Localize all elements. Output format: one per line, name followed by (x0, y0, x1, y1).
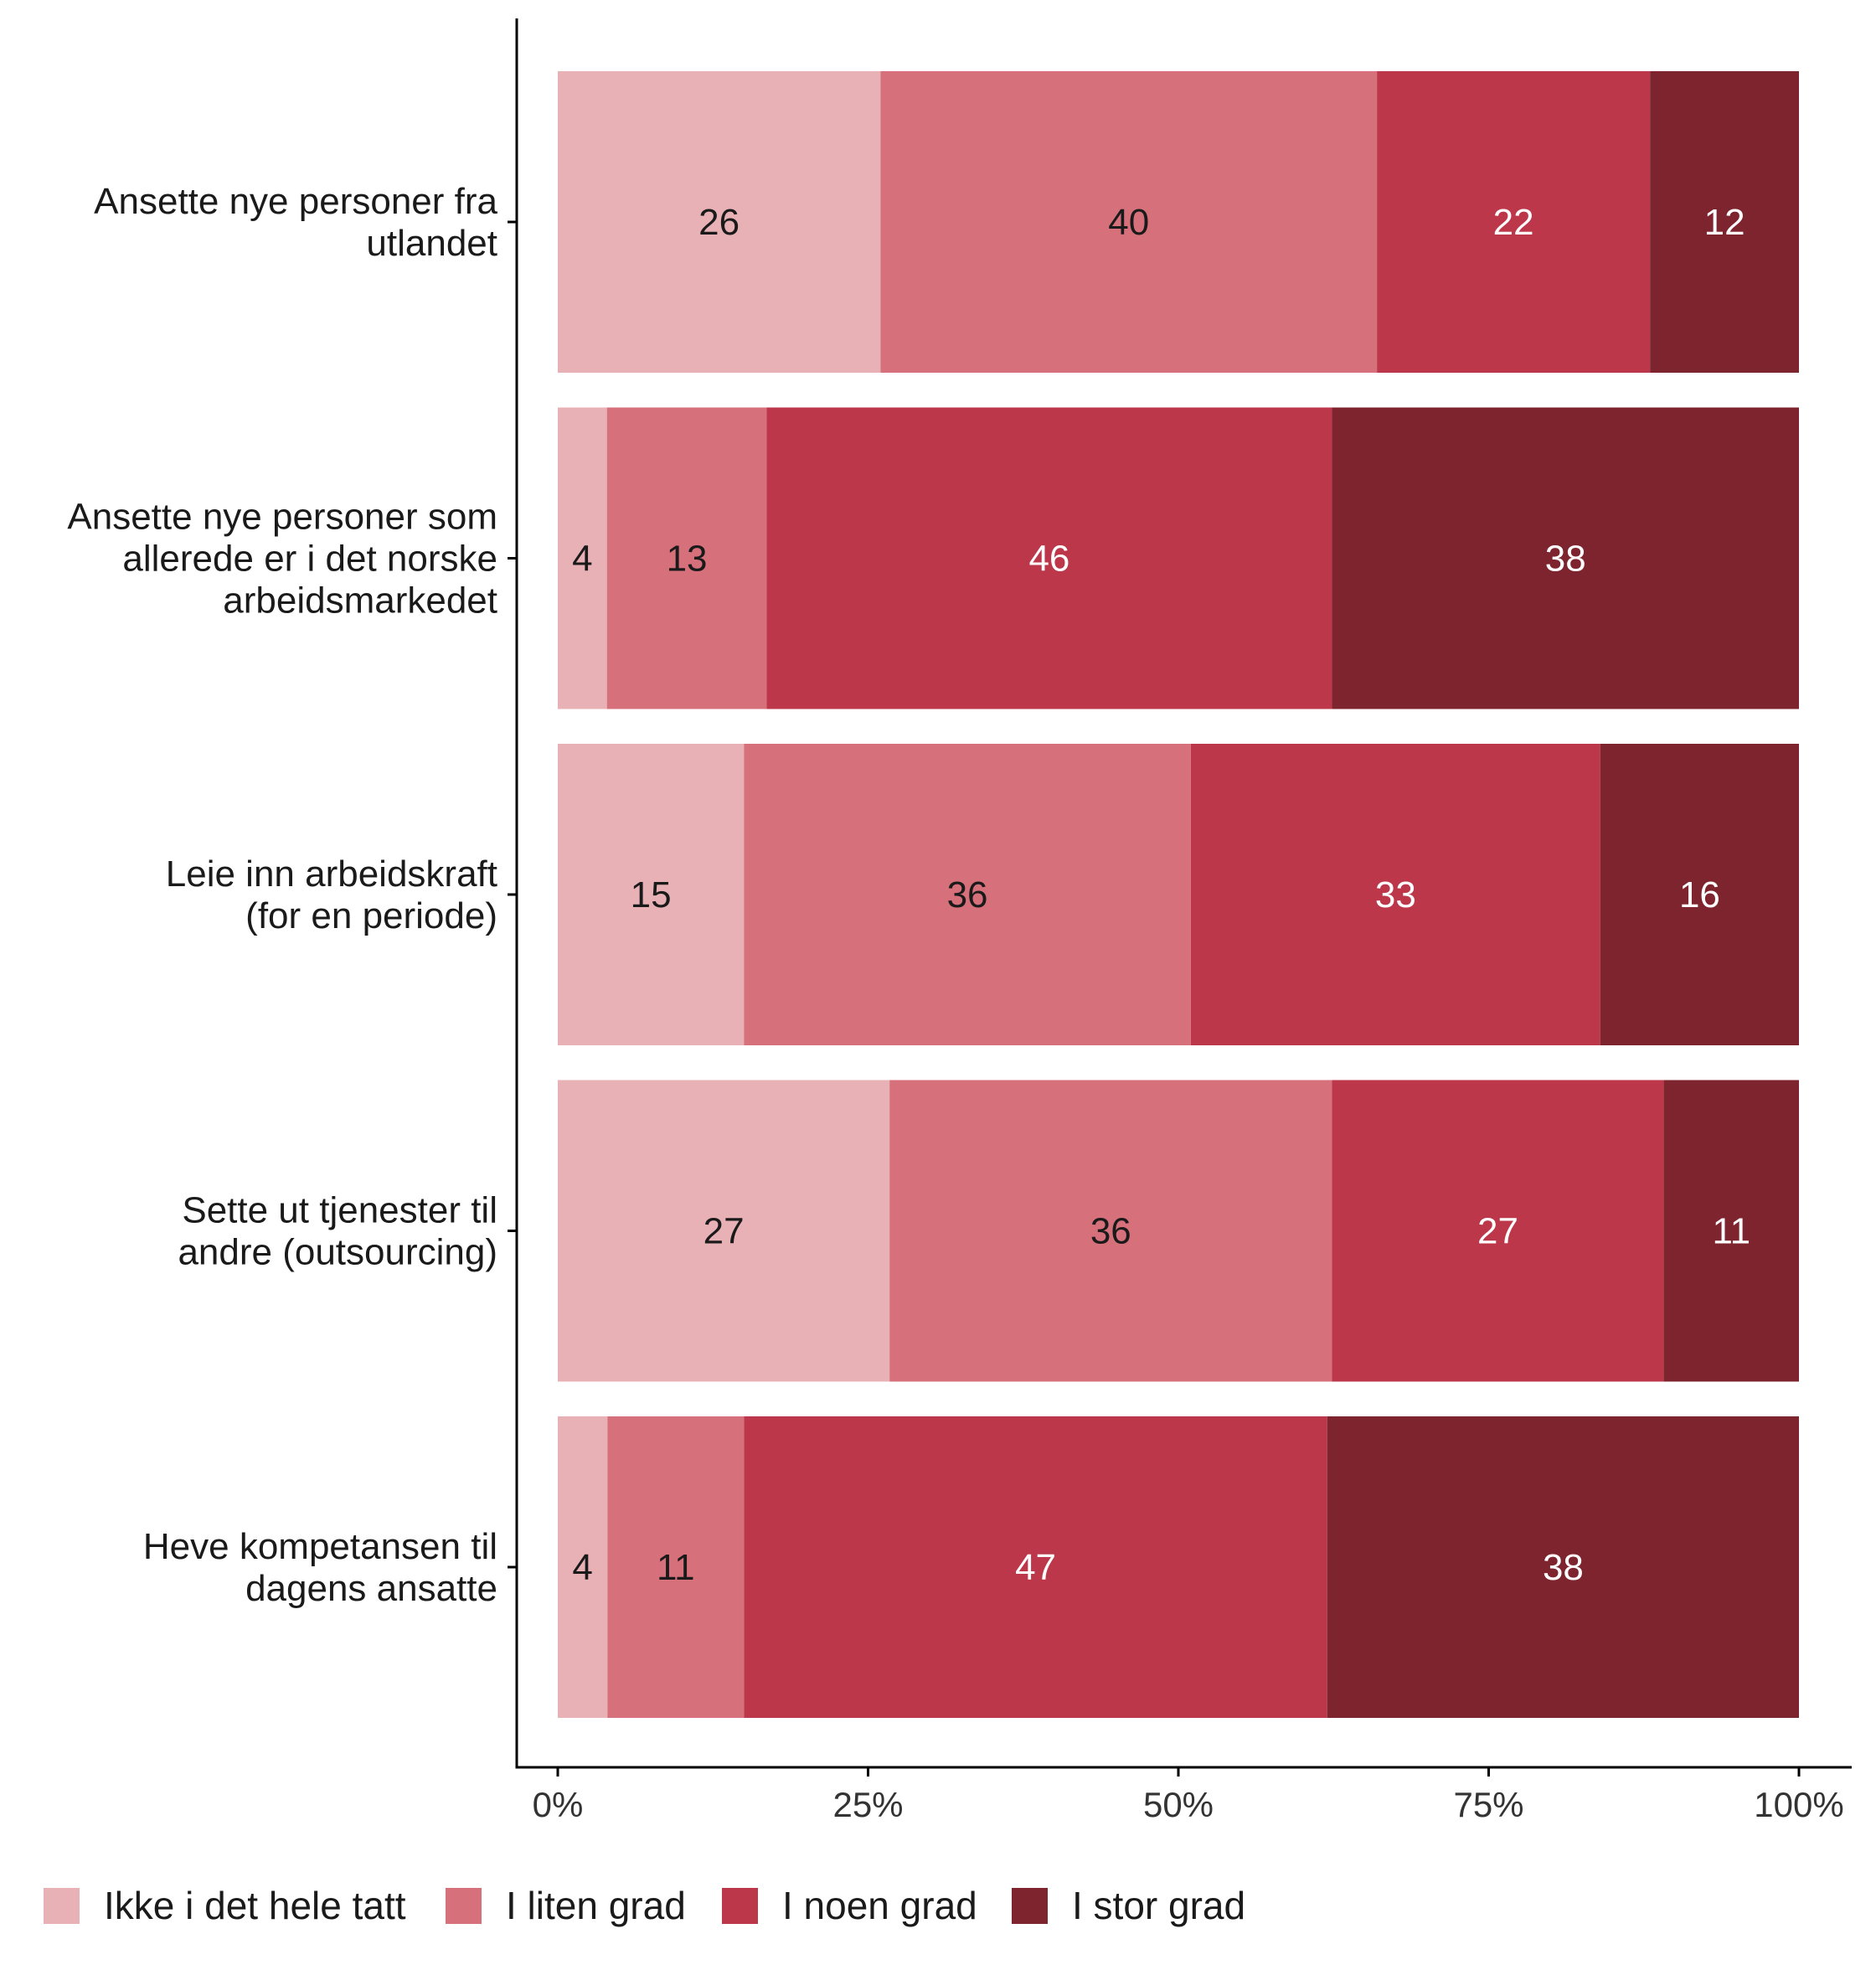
legend-label: I noen grad (782, 1884, 977, 1927)
category-label-line: allerede er i det norske (122, 539, 497, 580)
category-label-line: Sette ut tjenester til (182, 1190, 497, 1231)
bar-group-5: 4 11 47 38 (558, 1416, 1799, 1718)
legend: Ikke i det hele tatt I liten grad I noen g… (44, 1884, 1245, 1927)
bar-value-label: 11 (657, 1547, 695, 1588)
bar-segment-i-noen-grad (744, 1416, 1327, 1718)
x-tick-label: 100% (1754, 1785, 1843, 1824)
legend-label: I stor grad (1072, 1884, 1245, 1927)
bar-segment-ikke-i-det-hele-tatt (558, 1416, 608, 1718)
legend-label: Ikke i det hele tatt (104, 1884, 406, 1927)
legend-swatch (44, 1888, 80, 1924)
bar-segment-i-stor-grad (1663, 1080, 1799, 1382)
category-label: Sette ut tjenester til andre (outsourcing… (178, 1190, 497, 1273)
bar-segment-i-liten-grad (607, 1416, 745, 1718)
category-label: Ansette nye personer som allerede er i de… (67, 497, 497, 621)
bar-segment-i-noen-grad (1190, 744, 1600, 1045)
bar-value-label: 12 (1704, 202, 1745, 243)
category-label-line: (for en periode) (245, 895, 497, 936)
bar-value-label: 47 (1015, 1547, 1056, 1588)
bar-value-label: 38 (1545, 539, 1586, 580)
bar-value-label: 15 (631, 874, 672, 915)
bar-group-4: 27 36 27 11 (558, 1080, 1799, 1382)
bar-value-label: 27 (704, 1211, 745, 1252)
bar-segment-i-stor-grad (1332, 407, 1799, 709)
bar-value-label: 38 (1543, 1547, 1584, 1588)
bar-segment-i-liten-grad (889, 1080, 1332, 1382)
x-tick-label: 0% (533, 1785, 584, 1824)
bar-segment-i-liten-grad (744, 744, 1191, 1045)
category-label-line: arbeidsmarkedet (223, 580, 497, 621)
bar-segment-i-stor-grad (1600, 744, 1799, 1045)
bar-value-label: 4 (572, 1547, 592, 1588)
bar-segment-i-noen-grad (1332, 1080, 1664, 1382)
legend-swatch (446, 1888, 482, 1924)
bar-value-label: 36 (1090, 1211, 1131, 1252)
bar-group-3: 15 36 33 16 (558, 744, 1799, 1045)
category-label: Leie inn arbeidskraft (for en periode) (166, 853, 497, 936)
bar-value-label: 40 (1108, 202, 1149, 243)
bar-value-label: 46 (1028, 539, 1069, 580)
bar-group-2: 4 13 46 38 (558, 407, 1799, 709)
bars-layer: 26 40 22 12 4 13 46 38 15 36 33 16 27 36 27 11 4 11 47 38 (558, 71, 1799, 1718)
bar-segment-i-noen-grad (1377, 71, 1651, 373)
bar-segment-i-liten-grad (880, 71, 1378, 373)
bar-segment-i-stor-grad (1327, 1416, 1799, 1718)
bar-segment-i-liten-grad (606, 407, 767, 709)
category-label-line: Heve kompetansen til (143, 1526, 497, 1567)
legend-item-ikke-i-det-hele-tatt: Ikke i det hele tatt (44, 1884, 406, 1927)
bar-value-label: 22 (1493, 202, 1534, 243)
legend-item-i-noen-grad: I noen grad (722, 1884, 977, 1927)
bar-value-label: 4 (572, 539, 592, 580)
bar-group-1: 26 40 22 12 (558, 71, 1799, 373)
bar-value-label: 16 (1679, 874, 1720, 915)
legend-swatch (1012, 1888, 1048, 1924)
bar-segment-ikke-i-det-hele-tatt (558, 1080, 890, 1382)
x-tick-label: 25% (832, 1785, 903, 1824)
bar-segment-ikke-i-det-hele-tatt (558, 71, 881, 373)
legend-label: I liten grad (506, 1884, 686, 1927)
category-label: Heve kompetansen til dagens ansatte (143, 1526, 497, 1609)
bar-value-label: 26 (698, 202, 740, 243)
legend-item-i-stor-grad: I stor grad (1012, 1884, 1245, 1927)
bar-segment-i-noen-grad (766, 407, 1332, 709)
bar-value-label: 33 (1375, 874, 1416, 915)
x-tick-label: 50% (1143, 1785, 1214, 1824)
category-label-line: andre (outsourcing) (178, 1232, 497, 1273)
axes: Ansette nye personer fra utlandetAnsette … (67, 18, 1852, 1824)
category-label-line: utlandet (366, 223, 497, 264)
bar-value-label: 11 (1712, 1211, 1750, 1252)
bar-segment-i-stor-grad (1650, 71, 1799, 373)
legend-item-i-liten-grad: I liten grad (446, 1884, 686, 1927)
x-tick-label: 75% (1453, 1785, 1523, 1824)
bar-segment-ikke-i-det-hele-tatt (558, 744, 745, 1045)
category-label-line: dagens ansatte (245, 1568, 497, 1609)
bar-value-label: 36 (947, 874, 988, 915)
bar-segment-ikke-i-det-hele-tatt (558, 407, 607, 709)
bar-value-label: 13 (667, 539, 708, 580)
category-label-line: Ansette nye personer som (67, 497, 497, 538)
category-label: Ansette nye personer fra utlandet (94, 181, 497, 264)
legend-swatch (722, 1888, 758, 1924)
category-label-line: Ansette nye personer fra (94, 181, 497, 222)
category-label-line: Leie inn arbeidskraft (166, 853, 497, 895)
bar-value-label: 27 (1477, 1211, 1518, 1252)
